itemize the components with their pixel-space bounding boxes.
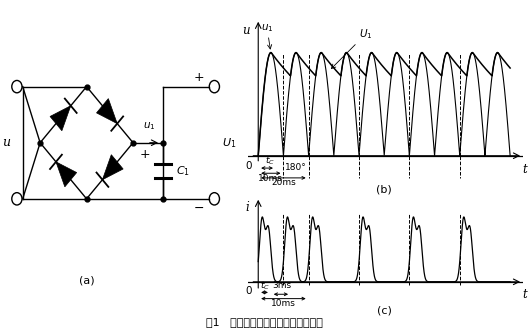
- Text: $C_1$: $C_1$: [176, 164, 190, 178]
- Text: −: −: [194, 202, 205, 214]
- Polygon shape: [97, 99, 117, 124]
- Polygon shape: [56, 162, 77, 187]
- Text: (b): (b): [376, 184, 392, 195]
- Text: $U_1$: $U_1$: [332, 27, 373, 69]
- Text: 20ms: 20ms: [271, 179, 296, 187]
- Text: $u_1$: $u_1$: [261, 22, 274, 49]
- Text: 0: 0: [246, 161, 252, 171]
- Polygon shape: [50, 106, 71, 131]
- Text: u: u: [242, 24, 249, 37]
- Text: (a): (a): [79, 275, 95, 285]
- Text: t: t: [523, 288, 527, 301]
- Text: 3ms: 3ms: [272, 281, 292, 290]
- Text: 0: 0: [246, 285, 252, 296]
- Text: +: +: [194, 71, 205, 84]
- Text: $U_1$: $U_1$: [222, 136, 236, 149]
- Polygon shape: [102, 155, 123, 180]
- Text: (c): (c): [377, 306, 392, 315]
- Text: u: u: [2, 136, 10, 149]
- Text: 图1   整流滤波电压及整流电流的波形: 图1 整流滤波电压及整流电流的波形: [205, 317, 323, 327]
- Text: 180°: 180°: [285, 163, 307, 172]
- Text: 10ms: 10ms: [258, 174, 283, 183]
- Text: $t_C$: $t_C$: [260, 279, 269, 292]
- Text: t: t: [523, 163, 527, 176]
- Text: i: i: [246, 201, 249, 214]
- Text: 10ms: 10ms: [271, 299, 296, 308]
- Text: $t_C$: $t_C$: [265, 154, 275, 167]
- Text: $u_1$: $u_1$: [143, 120, 156, 131]
- Text: +: +: [140, 148, 150, 161]
